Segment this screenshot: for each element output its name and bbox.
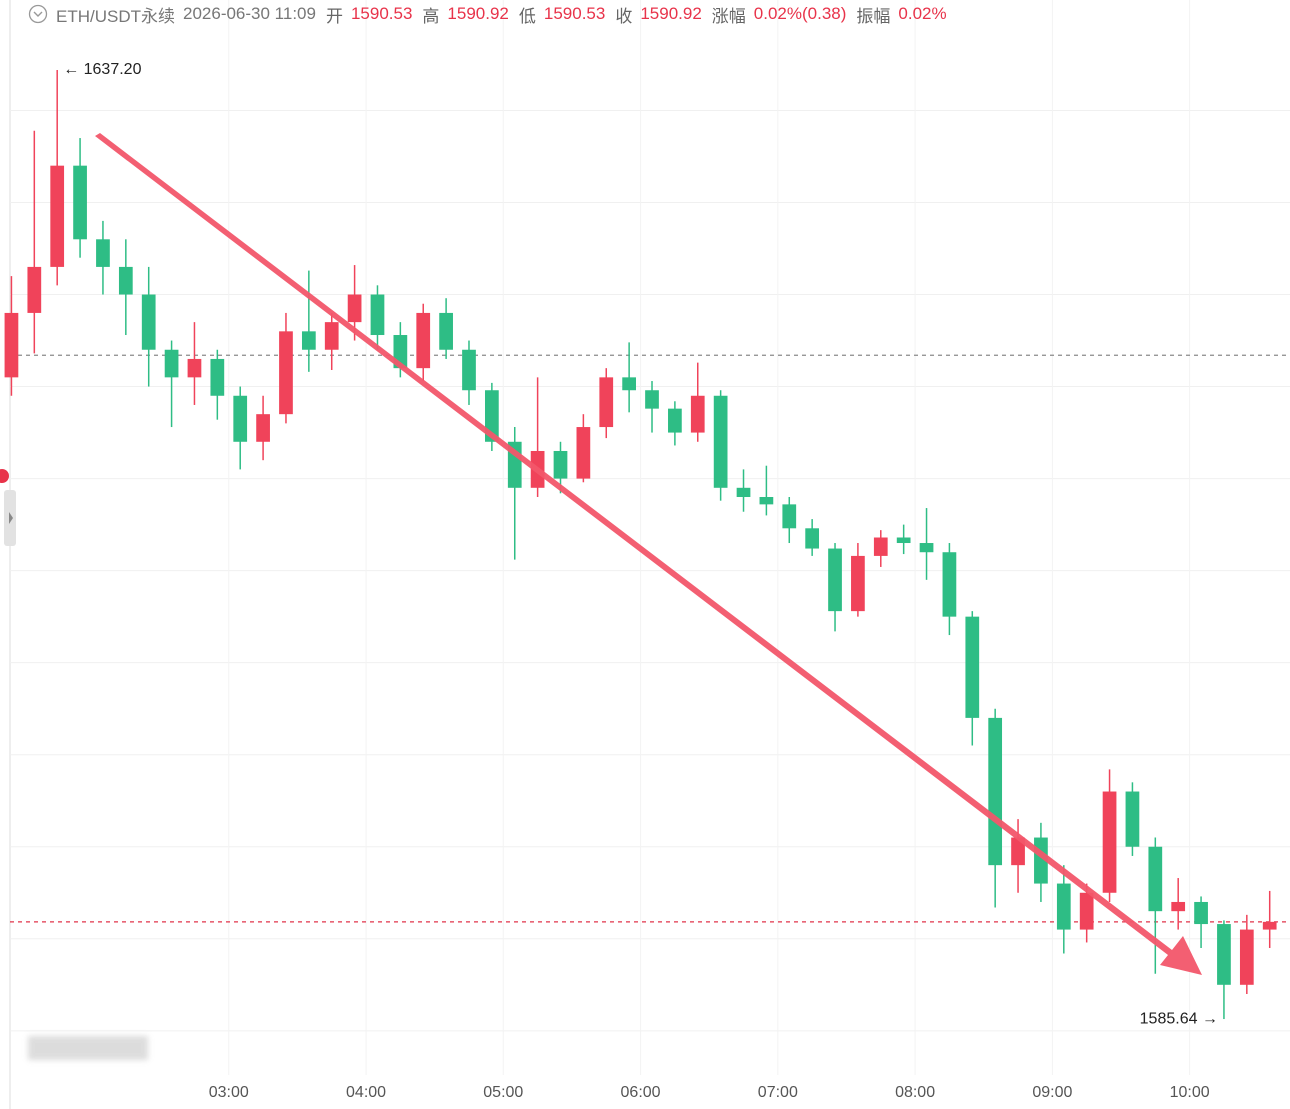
- field-label: 收: [615, 6, 633, 26]
- candle-body: [50, 165, 65, 267]
- x-tick-label: 08:00: [895, 1084, 935, 1101]
- candle-body: [965, 616, 980, 718]
- candle-body: [599, 377, 614, 428]
- field-label: 高: [422, 6, 440, 26]
- candle-body: [1148, 846, 1163, 912]
- x-tick-label: 04:00: [346, 1084, 386, 1101]
- candle-body: [1262, 921, 1277, 930]
- candle-body: [279, 331, 293, 415]
- field-value: 0.02%: [898, 4, 947, 23]
- candle-body: [164, 349, 179, 378]
- x-tick-label: 05:00: [483, 1084, 523, 1101]
- candle-body: [210, 358, 225, 396]
- candle-body: [942, 552, 957, 617]
- field-value: 1590.92: [640, 4, 702, 23]
- candle-body: [370, 294, 385, 336]
- candle-body: [668, 408, 682, 433]
- field-value: 1590.92: [447, 4, 509, 23]
- candle-body: [27, 266, 42, 313]
- extreme-label: ← 1637.20: [63, 61, 141, 78]
- candles: [4, 69, 1277, 1020]
- candle-body: [1217, 924, 1231, 985]
- candle-body: [1194, 901, 1208, 925]
- candle-body: [256, 414, 270, 442]
- extreme-label: 1585.64 →: [1140, 1010, 1218, 1027]
- candle-body: [118, 266, 133, 295]
- candle-body: [416, 312, 431, 369]
- candle-body: [485, 390, 499, 442]
- datetime: 2026-06-30 11:09: [183, 4, 316, 23]
- candle-body: [1056, 883, 1071, 930]
- candle-body: [896, 537, 911, 544]
- candle-body: [1171, 901, 1186, 912]
- candle-body: [141, 294, 156, 350]
- grid: [10, 0, 1290, 1075]
- field-label: 低: [518, 6, 536, 26]
- x-tick-label: 07:00: [758, 1084, 798, 1101]
- candle-body: [736, 487, 751, 498]
- candle-body: [873, 537, 888, 556]
- candle-body: [851, 555, 865, 612]
- candle-body: [919, 543, 934, 553]
- symbol: ETH/USDT永续: [56, 6, 175, 26]
- field-value: 0.02%(0.38): [753, 4, 847, 23]
- candle-body: [805, 528, 820, 549]
- x-tick-label: 10:00: [1170, 1084, 1210, 1101]
- trend-arrow: [95, 133, 1202, 975]
- candle-body: [324, 322, 339, 350]
- candle-body: [1102, 791, 1117, 893]
- candle-body: [759, 497, 774, 505]
- field-label: 涨幅: [711, 6, 746, 26]
- field-value: 1590.53: [350, 4, 413, 23]
- candle-body: [622, 377, 636, 391]
- candle-body: [233, 395, 248, 442]
- header: ETH/USDT永续 2026-06-30 11:09 开 1590.53 高 159…: [28, 3, 947, 26]
- candle-body: [187, 358, 202, 378]
- x-tick-label: 06:00: [621, 1084, 661, 1101]
- candle-body: [73, 165, 87, 240]
- collapse-icon[interactable]: [28, 4, 48, 24]
- watermark: [28, 1036, 148, 1060]
- candle-body: [439, 312, 453, 350]
- candle-body: [301, 331, 316, 350]
- candle-body: [96, 239, 110, 267]
- candle-body: [347, 294, 362, 323]
- field-label: 开: [325, 6, 343, 26]
- candle-body: [462, 349, 476, 391]
- candle-body: [828, 548, 842, 612]
- handle-icon: [9, 512, 13, 524]
- candle-body: [553, 450, 568, 479]
- candle-body: [645, 390, 659, 409]
- candle-body: [988, 717, 1003, 866]
- candle-body: [782, 504, 797, 529]
- candle-body: [1011, 837, 1025, 866]
- candle-body: [1239, 929, 1254, 985]
- field-value: 1590.53: [543, 4, 606, 23]
- x-tick-label: 03:00: [209, 1084, 249, 1101]
- candle-body: [1125, 791, 1140, 847]
- candle-body: [713, 395, 728, 488]
- x-tick-label: 09:00: [1032, 1084, 1072, 1101]
- field-label: 振幅: [856, 6, 891, 26]
- candle-body: [1079, 892, 1094, 930]
- candle-body: [576, 427, 591, 479]
- candle-body: [4, 312, 19, 378]
- candle-body: [690, 395, 705, 433]
- price-dot: [0, 469, 9, 483]
